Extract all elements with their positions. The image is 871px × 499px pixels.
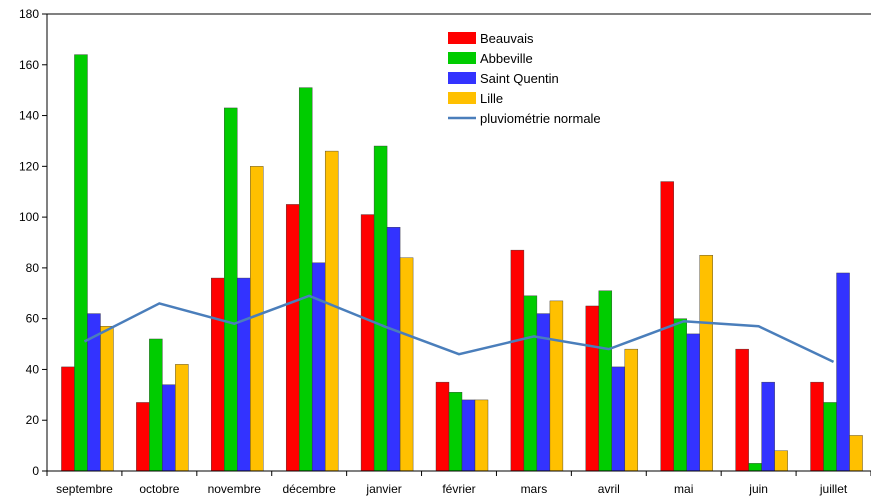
x-tick-label: avril — [598, 482, 620, 496]
bar-abbeville-juin — [748, 463, 762, 472]
x-tick-label: octobre — [139, 482, 179, 496]
bar-lille-janvier — [399, 257, 414, 472]
bar-beauvais-novembre — [211, 277, 225, 472]
bar-lille-avril — [624, 348, 639, 472]
bar-beauvais-juin — [735, 348, 749, 472]
y-tick-label: 120 — [19, 159, 39, 173]
bar-abbeville-octobre — [149, 338, 163, 472]
bar-abbeville-mars — [523, 295, 538, 472]
x-tick-label: novembre — [208, 482, 262, 496]
bar-beauvais-mars — [510, 249, 525, 472]
line-pluviometrie-normale — [83, 294, 835, 363]
y-tick-label: 140 — [19, 109, 39, 123]
bar-saint-quentin-mai — [686, 333, 700, 472]
bar-abbeville-janvier — [373, 145, 388, 472]
y-tick-label: 60 — [26, 312, 40, 326]
x-tick-label: mars — [521, 482, 548, 496]
x-tick-label: septembre — [56, 482, 113, 496]
y-tick-label: 20 — [26, 413, 40, 427]
bar-lille-juillet — [849, 435, 863, 472]
bar-lille-juin — [774, 450, 788, 472]
legend-label: Lille — [480, 91, 503, 106]
bar-beauvais-février — [435, 381, 450, 472]
bar-beauvais-octobre — [136, 402, 150, 472]
bar-abbeville-février — [448, 392, 463, 472]
legend-swatch-lille — [448, 92, 476, 104]
x-tick-label: juin — [748, 482, 768, 496]
bar-lille-février — [474, 399, 489, 472]
legend-swatch-beauvais — [448, 32, 476, 44]
x-tick-label: mai — [674, 482, 693, 496]
bar-beauvais-septembre — [61, 366, 75, 472]
bar-saint-quentin-novembre — [237, 277, 251, 472]
bar-beauvais-avril — [585, 305, 600, 472]
bar-lille-septembre — [100, 326, 114, 472]
normal-rainfall-line — [83, 294, 835, 363]
bar-lille-octobre — [175, 364, 189, 472]
bar-lille-mai — [699, 254, 713, 472]
x-axis: septembre octobre novembre décembre janvier f… — [46, 470, 871, 496]
x-tick-label: juillet — [819, 482, 848, 496]
y-tick-label: 100 — [19, 210, 39, 224]
bar-saint-quentin-février — [461, 399, 476, 472]
y-tick-label: 80 — [26, 261, 40, 275]
y-axis: 0 20 40 60 80 100 120 140 160 180 — [19, 7, 871, 478]
legend-swatch-saint-quentin — [448, 72, 476, 84]
bar-lille-décembre — [324, 150, 339, 472]
bar-saint-quentin-janvier — [386, 227, 401, 472]
bar-abbeville-novembre — [224, 107, 238, 472]
bar-lille-novembre — [250, 166, 264, 472]
bar-abbeville-mai — [673, 318, 687, 472]
x-tick-label: février — [442, 482, 475, 496]
bar-saint-quentin-octobre — [162, 384, 176, 472]
y-tick-label: 40 — [26, 362, 40, 376]
legend-label: pluviométrie normale — [480, 111, 601, 126]
bar-saint-quentin-juin — [761, 381, 775, 472]
x-tick-label: janvier — [365, 482, 401, 496]
bar-saint-quentin-avril — [611, 366, 626, 472]
bar-beauvais-décembre — [285, 204, 300, 472]
legend: Beauvais Abbeville Saint Quentin Lille pluvi… — [448, 31, 601, 126]
bar-abbeville-septembre — [74, 54, 88, 472]
bar-abbeville-avril — [598, 290, 613, 472]
y-tick-label: 0 — [32, 464, 39, 478]
x-tick-label: décembre — [282, 482, 336, 496]
bar-beauvais-juillet — [810, 381, 824, 472]
bar-abbeville-décembre — [298, 87, 313, 472]
bar-saint-quentin-décembre — [311, 262, 326, 472]
legend-label: Beauvais — [480, 31, 534, 46]
bar-saint-quentin-juillet — [836, 272, 850, 472]
legend-label: Abbeville — [480, 51, 533, 66]
legend-swatch-abbeville — [448, 52, 476, 64]
y-tick-label: 180 — [19, 7, 39, 21]
y-tick-label: 160 — [19, 58, 39, 72]
bar-abbeville-juillet — [823, 402, 837, 472]
bar-beauvais-janvier — [360, 214, 375, 472]
legend-label: Saint Quentin — [480, 71, 559, 86]
bar-lille-mars — [549, 300, 564, 472]
